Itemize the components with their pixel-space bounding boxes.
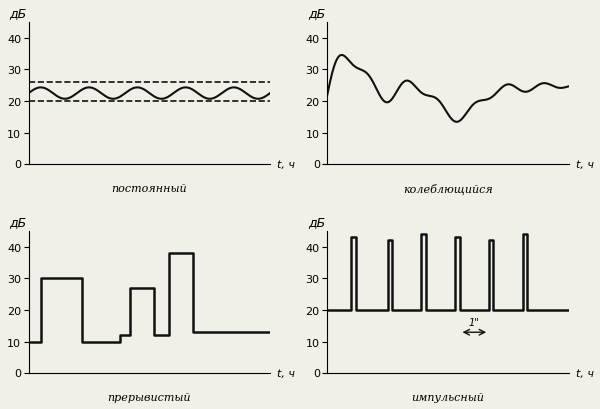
Text: прерывистый: прерывистый xyxy=(107,392,191,402)
Text: дБ: дБ xyxy=(308,216,325,229)
Text: 1": 1" xyxy=(469,318,480,328)
Text: t, ч: t, ч xyxy=(576,369,594,378)
Text: t, ч: t, ч xyxy=(576,160,594,170)
Text: 0: 0 xyxy=(313,160,320,170)
Text: колеблющийся: колеблющийся xyxy=(403,183,493,195)
Text: дБ: дБ xyxy=(10,7,26,20)
Text: дБ: дБ xyxy=(10,216,26,229)
Text: постоянный: постоянный xyxy=(112,183,187,193)
Text: 0: 0 xyxy=(14,369,22,378)
Text: t, ч: t, ч xyxy=(277,369,295,378)
Text: 0: 0 xyxy=(313,369,320,378)
Text: дБ: дБ xyxy=(308,7,325,20)
Text: 0: 0 xyxy=(14,160,22,170)
Text: t, ч: t, ч xyxy=(277,160,295,170)
Text: импульсный: импульсный xyxy=(412,392,484,402)
